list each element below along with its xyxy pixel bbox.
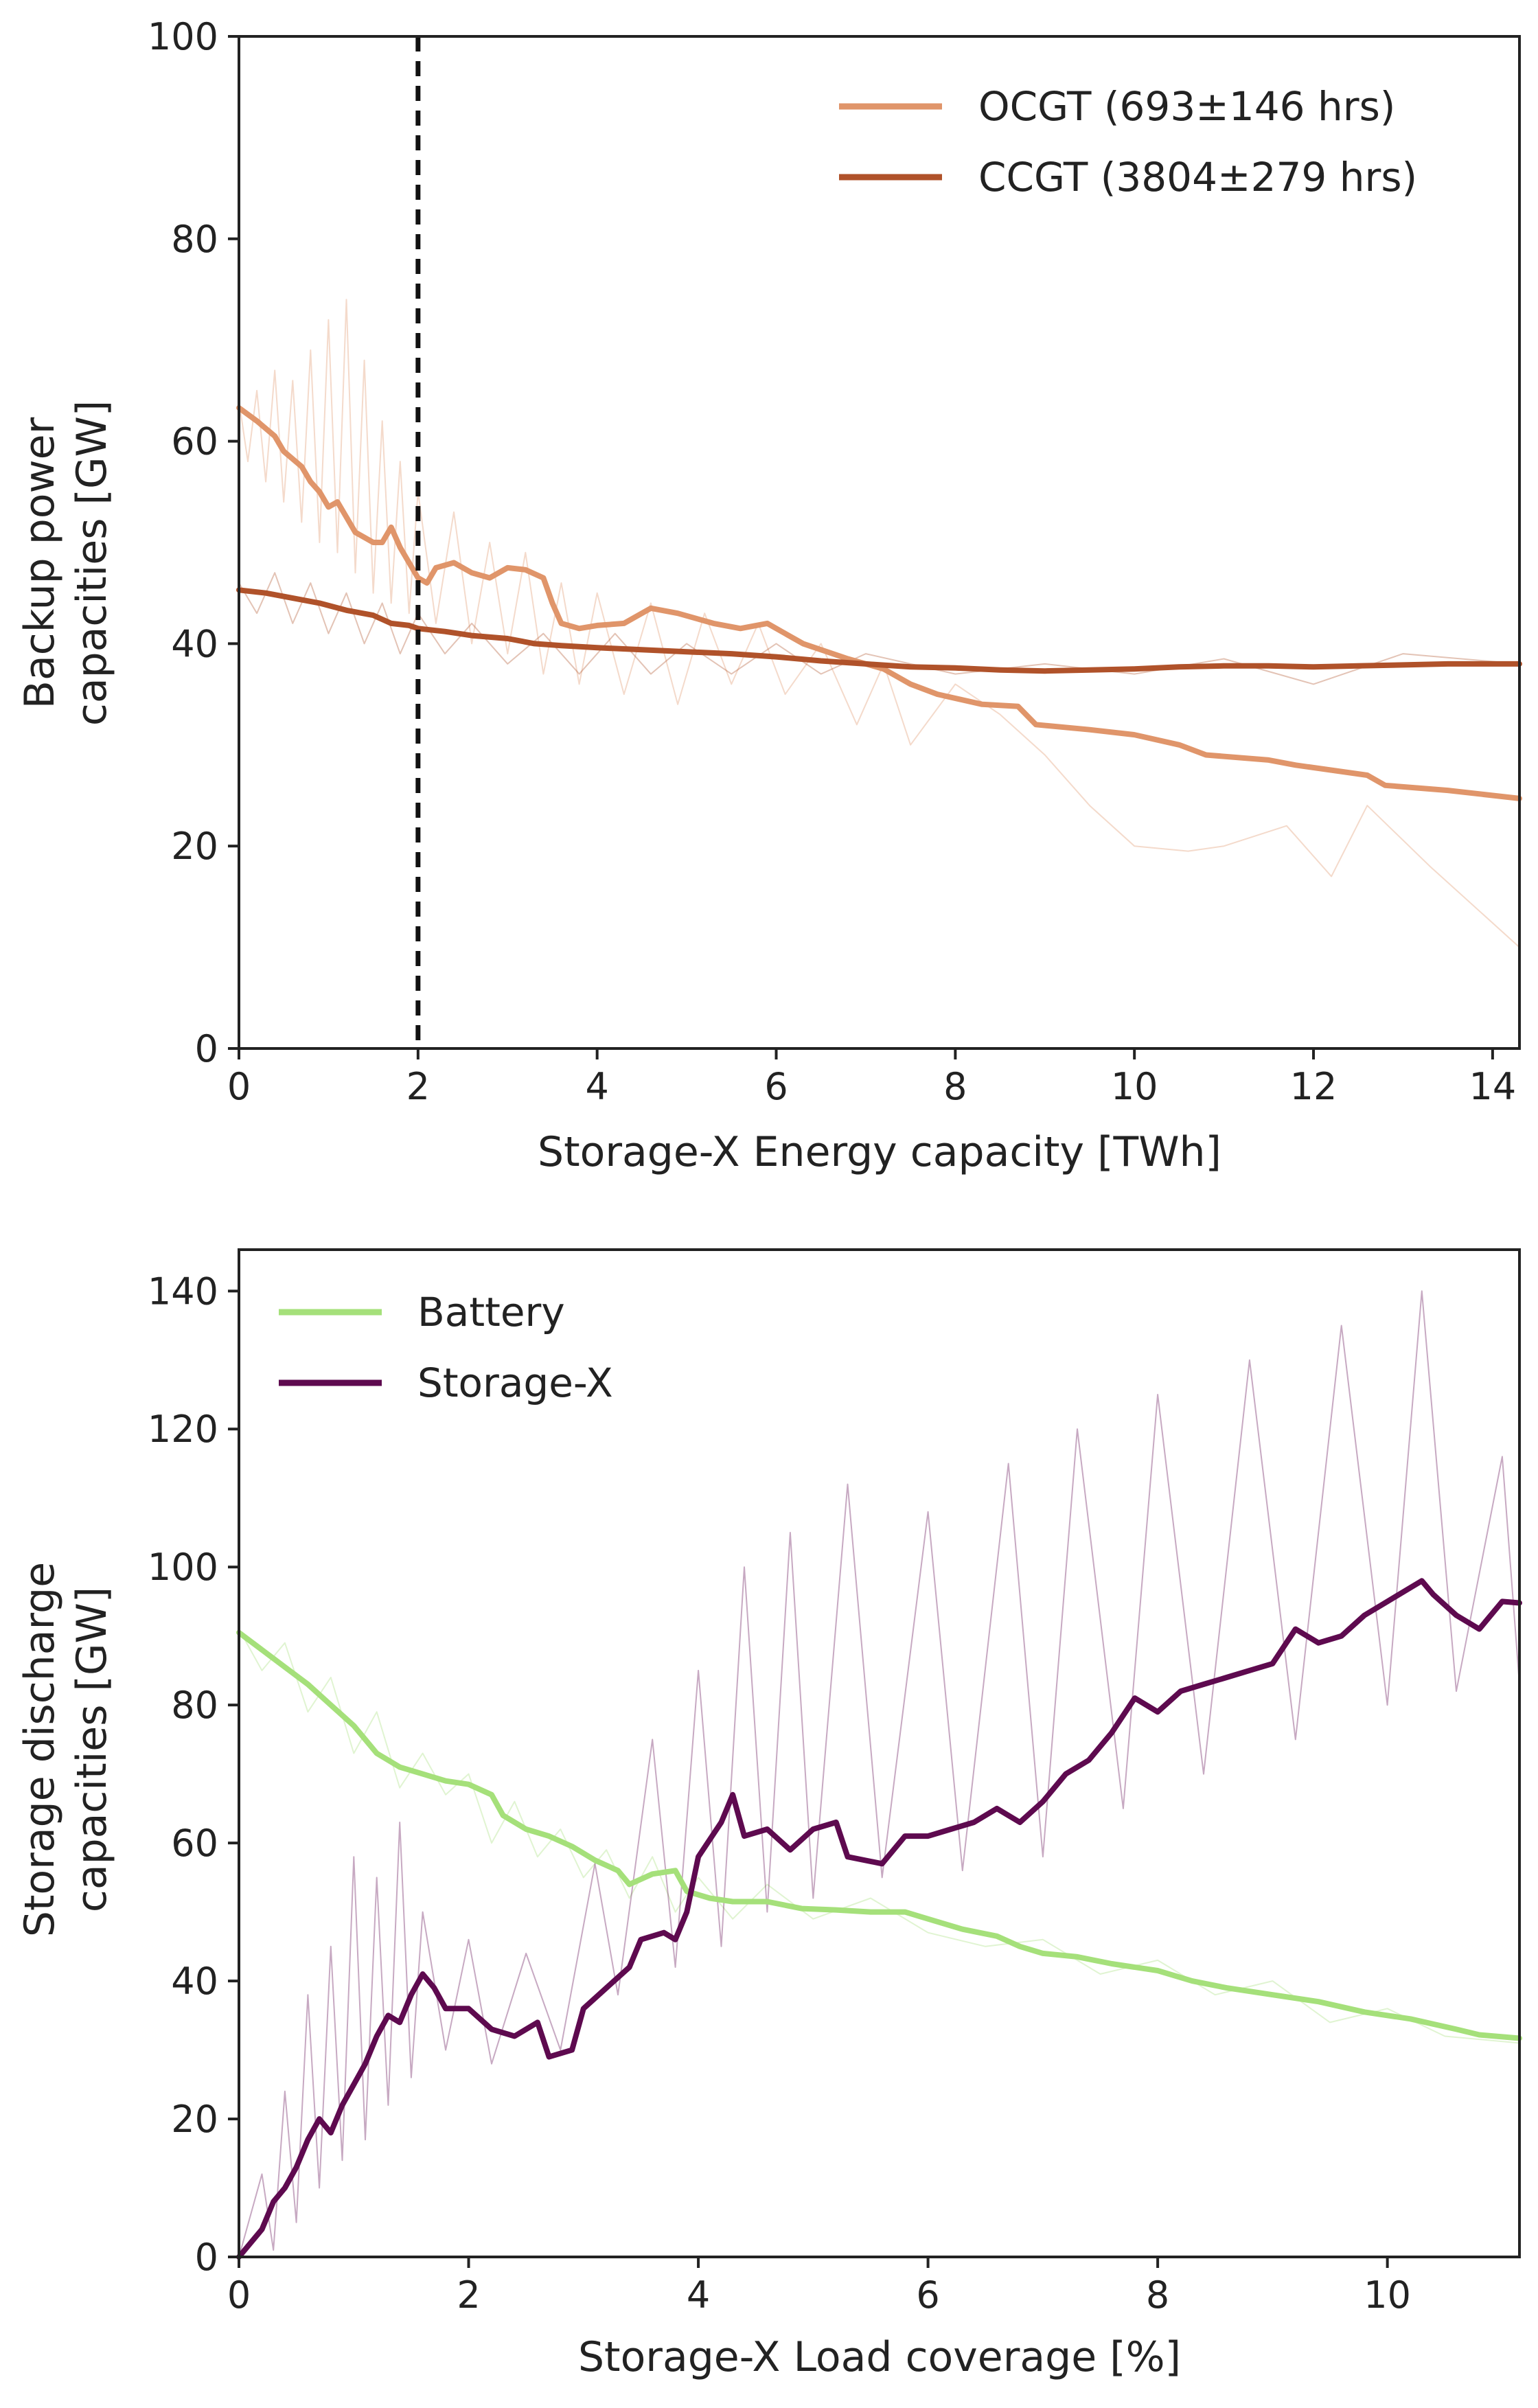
chart-2-frame [238,1248,1521,2258]
x-tick-label: 0 [227,2273,251,2317]
x-tick-label: 0 [227,1065,251,1108]
y-tick-label: 0 [195,2236,218,2279]
x-tick-label: 4 [687,2273,710,2317]
x-tick-label: 10 [1111,1065,1158,1108]
series-ocgt-raw-line [238,299,1520,948]
y-tick-label: 100 [148,15,218,58]
legend-label-ocgt: OCGT (693±146 hrs) [978,83,1395,130]
y-tick-label: 100 [148,1546,218,1589]
y-tick-label: 60 [171,420,218,463]
legend-label-storage-x: Storage-X [417,1360,613,1406]
chart-2-ylabel-line-2: capacities [GW] [68,1587,116,1912]
y-tick-label: 80 [171,1684,218,1727]
y-tick-label: 120 [148,1408,218,1451]
x-tick-label: 6 [764,1065,788,1108]
y-tick-label: 60 [171,1822,218,1865]
series-storage-x-line [236,1578,1522,2260]
chart-1-plot-area [236,36,1522,1048]
series-ccgt-line [236,587,1522,674]
y-tick-label: 40 [171,1960,218,2003]
x-tick-label: 6 [916,2273,939,2317]
legend-label-battery: Battery [417,1289,565,1335]
y-tick-label: 140 [148,1270,218,1313]
x-tick-label: 12 [1290,1065,1338,1108]
chart-1-ylabel-line-2: capacities [GW] [68,400,116,726]
y-tick-label: 80 [171,218,218,261]
chart-1-ylabel-line-1: Backup power [16,417,64,709]
x-tick-label: 4 [585,1065,608,1108]
y-tick-label: 20 [171,825,218,868]
series-ccgt-raw-line [238,572,1520,685]
chart-2-legend: Battery Storage-X [279,1289,613,1406]
y-tick-label: 40 [171,622,218,665]
chart-2-xlabel: Storage-X Load coverage [%] [578,2333,1181,2381]
y-tick-label: 0 [195,1027,218,1070]
chart-1-legend: OCGT (693±146 hrs) CCGT (3804±279 hrs) [839,83,1417,200]
x-tick-label: 14 [1469,1065,1517,1108]
chart-1-xlabel: Storage-X Energy capacity [TWh] [538,1128,1221,1176]
y-tick-label: 20 [171,2098,218,2141]
legend-label-ccgt: CCGT (3804±279 hrs) [978,154,1417,200]
series-battery-line [236,1629,1522,2041]
x-tick-label: 2 [457,2273,480,2317]
storage-discharge-chart: Storage discharge capacities [GW] Storag… [16,1248,1522,2381]
chart-2-ylabel-line-1: Storage discharge [16,1562,64,1937]
x-tick-label: 8 [943,1065,967,1108]
series-ocgt-line [236,405,1522,801]
chart-1-frame [238,35,1521,1050]
x-tick-label: 2 [406,1065,430,1108]
backup-power-chart: Backup power capacities [GW] Storage-X E… [16,15,1522,1176]
chart-2-plot-area [236,1290,1522,2260]
x-tick-label: 10 [1364,2273,1411,2317]
series-storage-x-raw-line [238,1290,1520,2258]
x-tick-label: 8 [1146,2273,1169,2317]
